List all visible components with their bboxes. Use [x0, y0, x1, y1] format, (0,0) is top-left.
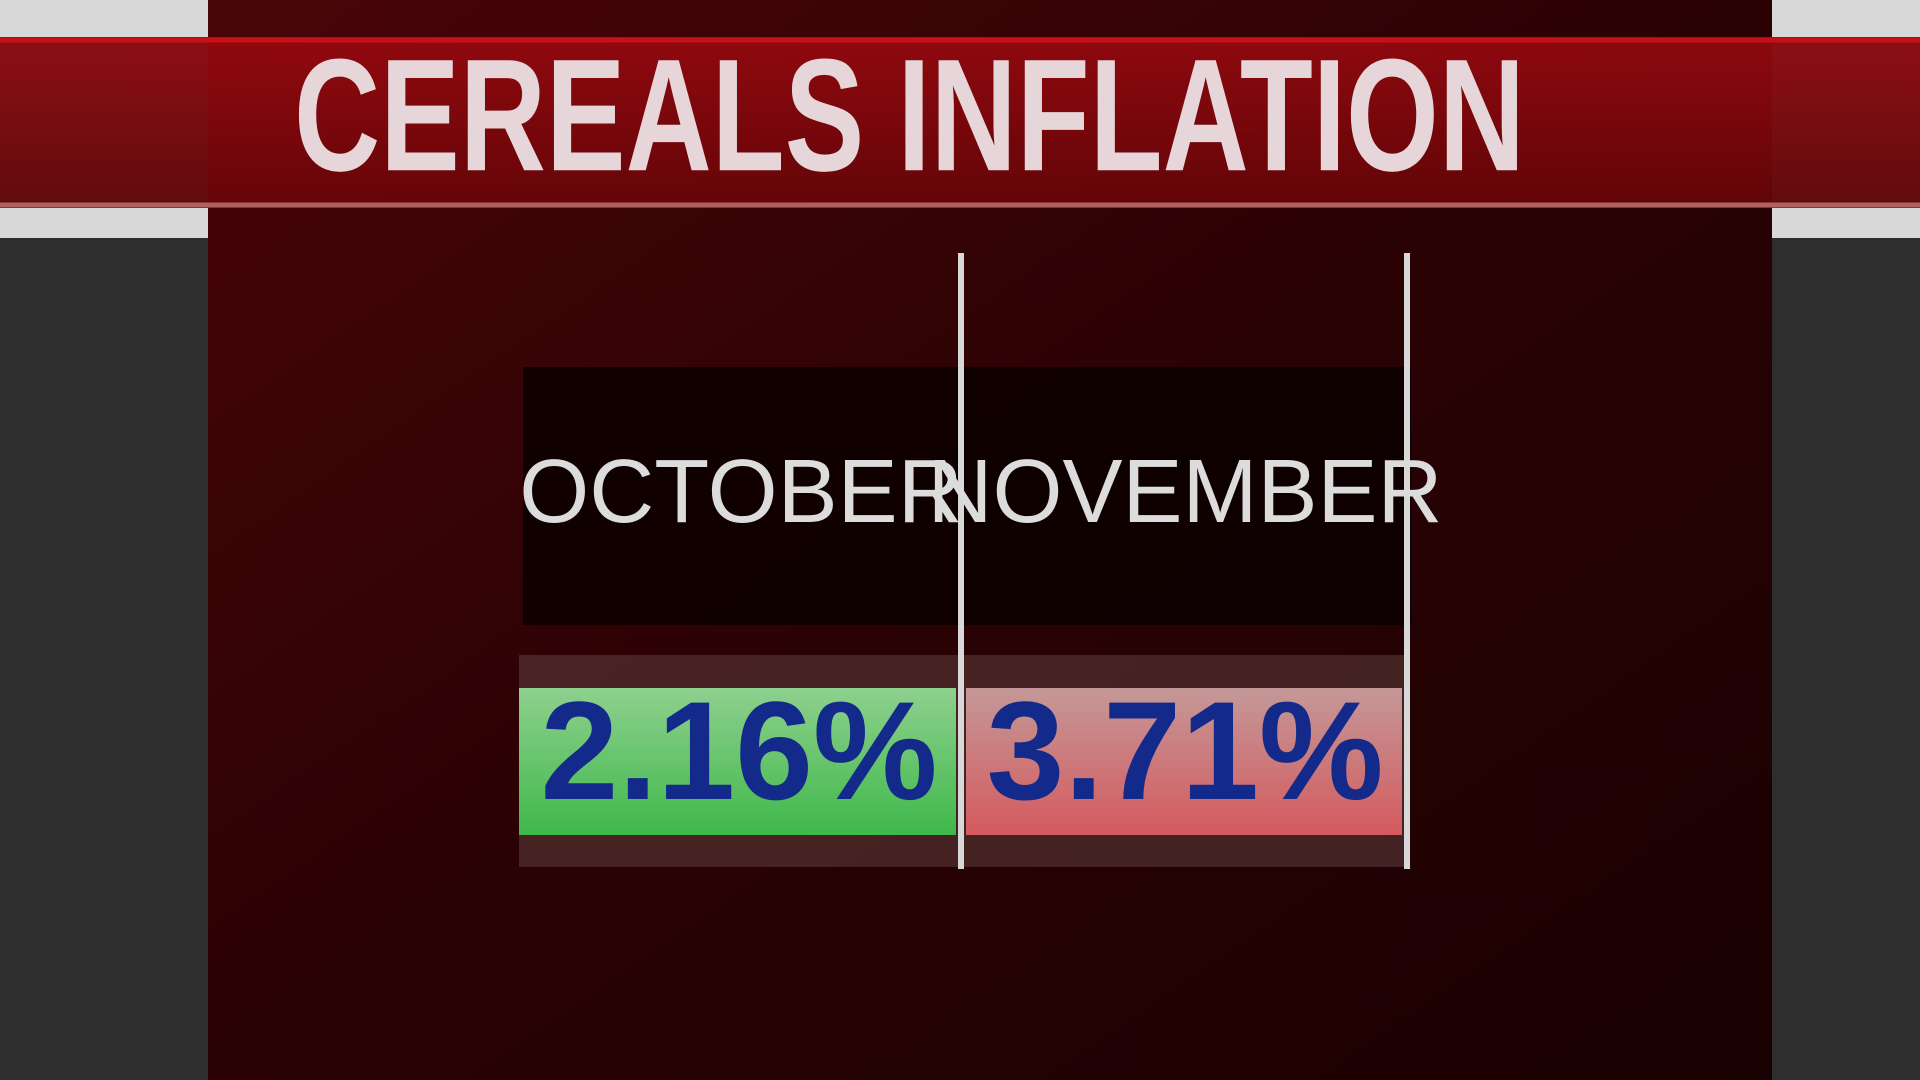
value-cell-october	[519, 688, 956, 835]
side-strip	[1772, 208, 1920, 238]
title-band	[0, 37, 1920, 208]
title: CEREALS INFLATION	[294, 25, 1525, 204]
column-value: 3.71%	[987, 672, 1384, 829]
side-strip	[0, 208, 208, 238]
column-label: OCTOBER	[519, 442, 962, 542]
column-value: 2.16%	[541, 672, 938, 829]
side-strip	[0, 0, 208, 37]
column-label: NOVEMBER	[927, 442, 1442, 542]
header-box	[523, 367, 1411, 625]
side-strip	[1772, 0, 1920, 37]
value-cell-november	[966, 688, 1402, 835]
